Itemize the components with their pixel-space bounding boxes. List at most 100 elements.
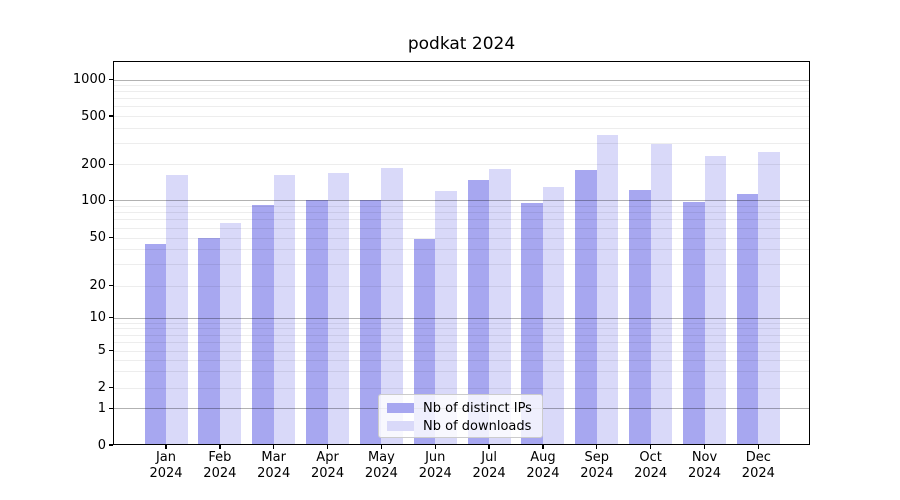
minor-gridline bbox=[113, 164, 810, 166]
x-tick-label-year: 2024 bbox=[311, 466, 345, 481]
x-tick-mark bbox=[542, 445, 544, 449]
y-tick-label: 5 bbox=[97, 343, 106, 359]
major-gridline bbox=[113, 79, 810, 81]
x-tick-mark bbox=[757, 445, 760, 449]
x-tick-label-year: 2024 bbox=[149, 466, 183, 481]
bar-nb-of-downloads-jul-2024 bbox=[489, 169, 511, 445]
bar-nb-of-downloads-aug-2024 bbox=[542, 186, 565, 445]
x-tick-label-apr: Apr 2024 bbox=[298, 450, 358, 482]
x-tick-label-oct: Oct 2024 bbox=[621, 450, 681, 482]
chart-title: podkat 2024 bbox=[407, 34, 516, 54]
y-tick-mark bbox=[109, 316, 113, 319]
y-tick-label: 1 bbox=[97, 400, 106, 416]
minor-gridline bbox=[113, 219, 810, 221]
legend-entry-distinct-ips: Nb of distinct IPs bbox=[379, 399, 542, 417]
y-tick-label: 2 bbox=[97, 380, 106, 396]
bar-nb-of-downloads-mar-2024 bbox=[273, 175, 296, 445]
x-tick-mark bbox=[326, 445, 329, 449]
minor-gridline bbox=[113, 285, 810, 287]
minor-gridline bbox=[113, 212, 810, 214]
bar-nb-of-downloads-dec-2024 bbox=[758, 151, 780, 445]
bar-nb-of-distinct-ips-dec-2024 bbox=[736, 194, 759, 445]
minor-gridline bbox=[113, 127, 810, 129]
legend-entry-downloads: Nb of downloads bbox=[379, 417, 542, 435]
x-tick-mark bbox=[273, 445, 275, 449]
x-tick-label-year: 2024 bbox=[634, 466, 668, 481]
minor-gridline bbox=[113, 85, 810, 87]
minor-gridline bbox=[113, 371, 810, 373]
bar-nb-of-downloads-feb-2024 bbox=[219, 223, 242, 445]
minor-gridline bbox=[113, 341, 810, 343]
minor-gridline bbox=[113, 142, 810, 144]
major-gridline bbox=[113, 317, 810, 319]
x-tick-label-year: 2024 bbox=[257, 466, 291, 481]
x-tick-mark bbox=[165, 445, 167, 449]
y-tick-label: 100 bbox=[81, 192, 106, 208]
y-tick-mark bbox=[109, 115, 113, 117]
minor-gridline bbox=[113, 322, 810, 324]
y-tick-mark bbox=[109, 387, 113, 389]
minor-gridline bbox=[113, 350, 810, 352]
bar-nb-of-downloads-may-2024 bbox=[381, 168, 403, 445]
minor-gridline bbox=[113, 237, 810, 239]
bar-nb-of-distinct-ips-nov-2024 bbox=[683, 201, 705, 445]
y-tick-mark bbox=[109, 350, 113, 352]
minor-gridline bbox=[113, 249, 810, 251]
x-tick-label-year: 2024 bbox=[580, 466, 614, 481]
y-tick-mark bbox=[109, 284, 113, 287]
bar-nb-of-downloads-jun-2024 bbox=[435, 190, 457, 445]
y-tick-label: 1000 bbox=[72, 72, 106, 87]
x-tick-label-mar: Mar 2024 bbox=[244, 450, 304, 482]
plot-area bbox=[113, 61, 810, 445]
x-tick-mark bbox=[703, 445, 706, 449]
bar-nb-of-distinct-ips-sep-2024 bbox=[575, 169, 597, 445]
bar-nb-of-downloads-nov-2024 bbox=[704, 155, 726, 445]
x-tick-mark bbox=[596, 445, 598, 449]
bar-nb-of-downloads-oct-2024 bbox=[650, 143, 673, 445]
minor-gridline bbox=[113, 98, 810, 100]
bar-nb-of-distinct-ips-oct-2024 bbox=[629, 190, 651, 445]
bar-nb-of-distinct-ips-aug-2024 bbox=[521, 202, 543, 445]
bar-nb-of-downloads-sep-2024 bbox=[596, 134, 619, 445]
y-tick-label: 500 bbox=[81, 108, 106, 124]
bar-nb-of-distinct-ips-jul-2024 bbox=[467, 180, 490, 445]
minor-gridline bbox=[113, 205, 810, 207]
bar-nb-of-distinct-ips-may-2024 bbox=[359, 200, 382, 445]
y-tick-label: 0 bbox=[97, 437, 106, 453]
legend-swatch-distinct-ips bbox=[387, 403, 414, 413]
y-tick-label: 20 bbox=[89, 278, 106, 293]
minor-gridline bbox=[113, 91, 810, 93]
x-tick-label-year: 2024 bbox=[687, 466, 722, 481]
bar-nb-of-downloads-apr-2024 bbox=[327, 172, 350, 445]
minor-gridline bbox=[113, 387, 810, 389]
x-tick-mark bbox=[219, 445, 221, 449]
x-tick-label-aug: Aug 2024 bbox=[513, 450, 573, 482]
y-tick-mark bbox=[109, 407, 113, 409]
legend: Nb of distinct IPs Nb of downloads bbox=[378, 394, 543, 438]
y-tick-label: 50 bbox=[89, 230, 106, 245]
x-tick-label-year: 2024 bbox=[526, 466, 560, 481]
bar-nb-of-distinct-ips-feb-2024 bbox=[198, 237, 220, 445]
minor-gridline bbox=[113, 227, 810, 229]
bar-nb-of-distinct-ips-apr-2024 bbox=[306, 200, 328, 445]
x-tick-mark bbox=[434, 445, 436, 449]
y-tick-mark bbox=[109, 236, 113, 239]
x-tick-label-jul: Jul 2024 bbox=[459, 450, 519, 482]
bar-nb-of-distinct-ips-jun-2024 bbox=[413, 238, 436, 445]
minor-gridline bbox=[113, 359, 810, 361]
bar-nb-of-distinct-ips-jan-2024 bbox=[144, 244, 166, 445]
x-tick-label-year: 2024 bbox=[472, 466, 506, 481]
y-tick-mark bbox=[109, 78, 113, 81]
x-tick-label-year: 2024 bbox=[741, 466, 775, 481]
x-tick-mark bbox=[380, 445, 383, 449]
x-tick-mark bbox=[649, 445, 652, 449]
x-tick-label-year: 2024 bbox=[418, 466, 452, 481]
legend-swatch-downloads bbox=[387, 421, 414, 431]
x-tick-label-year: 2024 bbox=[364, 466, 398, 481]
y-tick-mark bbox=[109, 444, 113, 446]
minor-gridline bbox=[113, 334, 810, 336]
x-tick-label-dec: Dec 2024 bbox=[728, 450, 788, 482]
major-gridline bbox=[113, 200, 810, 202]
x-tick-label-jun: Jun 2024 bbox=[405, 450, 465, 482]
